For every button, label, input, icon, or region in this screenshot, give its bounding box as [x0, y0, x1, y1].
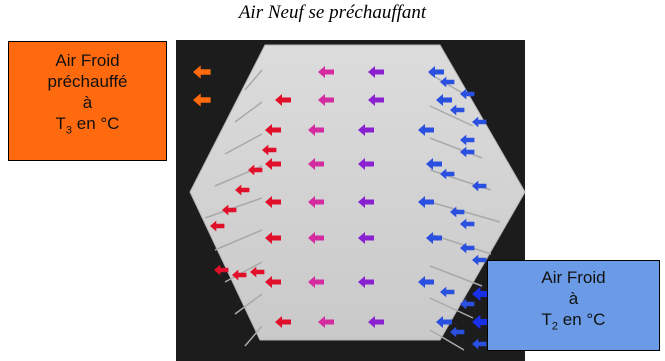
arrow-left-icon [460, 146, 475, 158]
fin-line [429, 265, 483, 287]
arrow-left-icon [214, 264, 229, 276]
arrow-left-icon [193, 65, 211, 79]
arrow-left-icon [248, 164, 263, 176]
diagram-title: Air Neuf se préchauffant [238, 2, 427, 23]
arrow-left-icon [222, 204, 237, 216]
arrow-left-icon [358, 232, 374, 244]
arrow-left-icon [265, 276, 281, 288]
fin-line [214, 229, 263, 251]
arrow-left-icon [210, 220, 225, 232]
arrow-left-icon [193, 93, 211, 107]
arrow-left-icon [472, 314, 492, 330]
preheated-line-1: Air Froid [55, 51, 120, 70]
arrow-left-icon [358, 124, 374, 136]
arrow-left-icon [308, 232, 324, 244]
arrow-left-icon [308, 276, 324, 288]
exchanger-hexagon [189, 44, 526, 341]
arrow-left-icon [460, 218, 475, 230]
cold-line-2: à [568, 289, 579, 308]
arrow-left-icon [318, 94, 334, 106]
arrow-left-icon [358, 276, 374, 288]
arrow-left-icon [440, 168, 455, 180]
arrow-left-icon [450, 206, 465, 218]
arrow-left-icon [440, 76, 455, 88]
arrow-left-icon [232, 269, 247, 281]
arrow-left-icon [436, 94, 452, 106]
arrow-left-icon [308, 196, 324, 208]
arrow-left-icon [428, 66, 444, 78]
arrow-left-icon [308, 158, 324, 170]
fin-line [244, 325, 263, 347]
arrow-left-icon [460, 298, 475, 310]
arrow-left-icon [472, 180, 487, 192]
fin-line [429, 137, 483, 159]
arrow-left-icon [440, 286, 455, 298]
arrow-left-icon [460, 88, 475, 100]
arrow-left-icon [472, 338, 487, 350]
cold-line-3: T2 en °C [541, 310, 606, 333]
arrow-left-icon [275, 94, 291, 106]
arrow-left-icon [358, 196, 374, 208]
arrow-left-icon [436, 316, 452, 328]
fin-line [234, 101, 263, 123]
arrow-left-icon [308, 124, 324, 136]
cold-air-label: Air Froid à T2 en °C [487, 260, 660, 351]
arrow-left-icon [418, 276, 434, 288]
airflow-arrows [210, 66, 487, 350]
arrow-left-icon [368, 66, 384, 78]
pointer-arrows [193, 65, 492, 330]
fin-line [429, 297, 474, 319]
arrow-left-icon [265, 232, 281, 244]
fin-line [224, 133, 263, 155]
arrow-left-icon [426, 232, 442, 244]
arrow-left-icon [265, 124, 281, 136]
arrow-left-icon [250, 266, 265, 278]
exchanger-fins [204, 69, 501, 351]
arrow-left-icon [472, 116, 487, 128]
preheated-line-4: T3 en °C [55, 114, 120, 137]
arrow-left-icon [235, 184, 250, 196]
fin-line [234, 293, 263, 315]
fin-line [244, 69, 263, 91]
fin-line [224, 261, 263, 283]
arrow-left-icon [275, 316, 291, 328]
arrow-left-icon [262, 144, 277, 156]
cold-line-1: Air Froid [541, 268, 606, 287]
fin-line [429, 105, 474, 127]
arrow-left-icon [450, 326, 465, 338]
fin-line [429, 329, 465, 351]
arrow-left-icon [472, 286, 492, 302]
preheated-air-label: Air Froid préchauffé à T3 en °C [8, 41, 167, 161]
arrow-left-icon [418, 124, 434, 136]
arrow-left-icon [426, 158, 442, 170]
preheated-line-2: préchauffé [47, 72, 128, 91]
arrow-left-icon [318, 66, 334, 78]
arrow-left-icon [472, 254, 487, 266]
arrow-left-icon [368, 316, 384, 328]
arrow-left-icon [318, 316, 334, 328]
arrow-left-icon [450, 104, 465, 116]
arrow-left-icon [265, 158, 281, 170]
arrow-left-icon [358, 158, 374, 170]
arrow-left-icon [460, 134, 475, 146]
arrow-left-icon [265, 196, 281, 208]
arrow-left-icon [418, 196, 434, 208]
preheated-line-3: à [82, 93, 93, 112]
arrow-left-icon [460, 242, 475, 254]
arrow-left-icon [368, 94, 384, 106]
fin-line [429, 201, 501, 223]
